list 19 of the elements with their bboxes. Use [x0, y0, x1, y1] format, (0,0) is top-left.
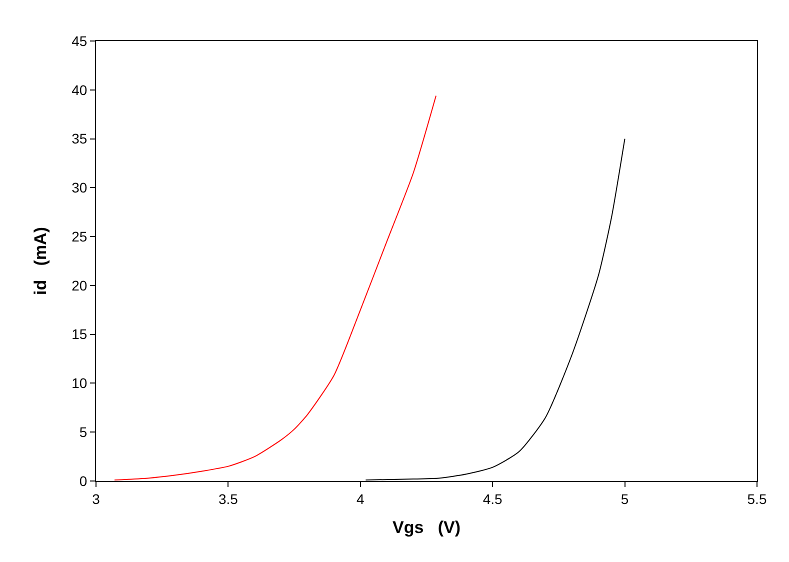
x-tick-label: 3.5 — [218, 490, 238, 507]
x-axis-title: Vgs (V) — [392, 518, 461, 538]
y-tick-label: 35 — [72, 130, 88, 147]
y-tick-label: 45 — [72, 32, 88, 49]
y-tick-label: 40 — [72, 82, 88, 98]
x-tick-label: 4.5 — [482, 490, 503, 507]
y-tick-label: 30 — [72, 180, 88, 196]
y-tick-label: 15 — [72, 326, 88, 342]
line-series — [114, 95, 437, 481]
x-tick-label: 5.5 — [747, 490, 767, 507]
y-tick-label: 5 — [79, 424, 88, 440]
y-axis-title: id (mA) — [31, 227, 50, 295]
x-tick-label: 4 — [356, 490, 364, 507]
x-tick-label: 3 — [92, 490, 100, 507]
y-tick-label: 10 — [72, 375, 88, 392]
x-tick-label: 5 — [620, 490, 629, 507]
y-tick-label: 20 — [72, 277, 88, 294]
y-tick-label: 25 — [72, 228, 88, 244]
y-tick-label: 0 — [79, 472, 88, 489]
